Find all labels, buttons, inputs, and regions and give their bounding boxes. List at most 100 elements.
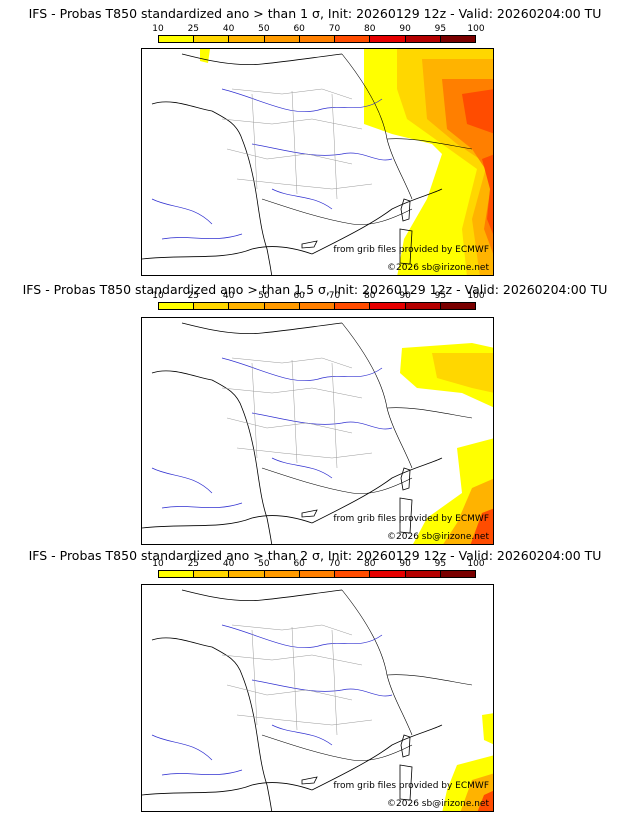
- legend-color-segment: [264, 303, 300, 309]
- legend-color-segment: [229, 36, 265, 42]
- legend-color-segment: [299, 571, 336, 577]
- legend-color-segment: [335, 36, 371, 42]
- legend-tick: 70: [328, 291, 341, 301]
- legend-color-segment: [159, 36, 195, 42]
- probability-area: [477, 790, 493, 811]
- legend-tick: 100: [467, 559, 485, 569]
- legend-tick: 100: [467, 291, 485, 301]
- legend-tick: 95: [434, 291, 447, 301]
- coastline: [181, 322, 343, 334]
- legend-tick: 80: [364, 291, 376, 301]
- country-border: [261, 322, 473, 494]
- coastline: [142, 246, 313, 260]
- legend-color-segment: [264, 36, 300, 42]
- legend-tick: 25: [187, 559, 200, 569]
- legend-tick: 50: [258, 24, 270, 34]
- legend-color-segment: [194, 36, 230, 42]
- legend-color-segment: [335, 571, 371, 577]
- coastline: [311, 188, 443, 255]
- river: [151, 88, 393, 240]
- legend-tick: 25: [187, 291, 200, 301]
- probability-map: from grib files provided by ECMWF ©2026 …: [141, 317, 494, 545]
- coastline: [181, 589, 343, 601]
- coastline: [311, 457, 443, 524]
- legend-tick: 50: [258, 291, 270, 301]
- legend-color-segment: [299, 36, 336, 42]
- probability-map: from grib files provided by ECMWF ©2026 …: [141, 48, 494, 276]
- admin-boundaries: [221, 624, 373, 736]
- legend-color-segment: [440, 36, 475, 42]
- legend-ticks: 10 25 40 50 60 70 80 90 95 100: [152, 291, 484, 301]
- island-balearic: [301, 509, 318, 518]
- legend-tick: 100: [467, 24, 485, 34]
- legend-color-segment: [194, 303, 230, 309]
- legend-tick: 40: [222, 24, 235, 34]
- data-credit: from grib files provided by ECMWF: [333, 514, 489, 524]
- copyright: ©2026 sb@irizone.net: [387, 799, 489, 809]
- legend-tick: 10: [152, 24, 164, 34]
- legend-color-segment: [229, 303, 265, 309]
- legend-color-segment: [264, 571, 300, 577]
- coastline: [311, 724, 443, 791]
- legend-tick: 70: [328, 24, 341, 34]
- island-balearic: [301, 776, 318, 785]
- legend-color-segment: [405, 303, 441, 309]
- legend-tick: 60: [293, 559, 305, 569]
- legend-color-segment: [370, 571, 406, 577]
- river: [151, 624, 393, 776]
- legend-tick: 80: [364, 24, 376, 34]
- legend-tick: 70: [328, 559, 341, 569]
- panel-title: IFS - Probas T850 standardized ano > tha…: [28, 6, 602, 21]
- legend-colorbar: [158, 302, 476, 310]
- probability-area: [200, 49, 210, 63]
- legend-tick: 90: [399, 24, 411, 34]
- panel-title: IFS - Probas T850 standardized ano > tha…: [28, 548, 602, 563]
- legend-color-segment: [159, 571, 195, 577]
- island-sardinia: [399, 497, 413, 534]
- legend-tick: 60: [293, 291, 305, 301]
- admin-boundaries: [221, 357, 373, 469]
- island-sardinia: [399, 764, 413, 801]
- legend-color-segment: [159, 303, 195, 309]
- probability-area: [432, 353, 493, 393]
- map-graphic: [142, 322, 493, 544]
- legend-color-segment: [299, 303, 336, 309]
- island-corsica: [400, 734, 411, 758]
- legend-color-segment: [405, 36, 441, 42]
- coastline: [142, 782, 313, 796]
- probability-area: [462, 89, 493, 134]
- island-sardinia: [399, 228, 413, 265]
- legend-tick: 90: [399, 559, 411, 569]
- coastline: [142, 515, 313, 529]
- probability-map: from grib files provided by ECMWF ©2026 …: [141, 584, 494, 812]
- island-balearic: [301, 240, 318, 249]
- probability-area: [482, 713, 493, 745]
- map-graphic: [142, 49, 493, 275]
- coastline: [181, 53, 343, 65]
- legend-colorbar: [158, 570, 476, 578]
- legend-color-segment: [440, 303, 475, 309]
- legend-tick: 80: [364, 559, 376, 569]
- copyright: ©2026 sb@irizone.net: [387, 263, 489, 273]
- legend-tick: 10: [152, 559, 164, 569]
- legend-colorbar: [158, 35, 476, 43]
- island-corsica: [400, 198, 411, 222]
- legend-color-segment: [335, 303, 371, 309]
- map-graphic: [142, 589, 493, 811]
- probability-area: [482, 154, 493, 234]
- legend-color-segment: [370, 303, 406, 309]
- legend-color-segment: [229, 571, 265, 577]
- data-credit: from grib files provided by ECMWF: [333, 781, 489, 791]
- panel-title: IFS - Probas T850 standardized ano > tha…: [22, 282, 608, 297]
- legend-color-segment: [370, 36, 406, 42]
- legend-tick: 25: [187, 24, 200, 34]
- copyright: ©2026 sb@irizone.net: [387, 532, 489, 542]
- legend-tick: 50: [258, 559, 270, 569]
- legend-tick: 10: [152, 291, 164, 301]
- coastline: [151, 370, 273, 544]
- coastline: [151, 637, 273, 811]
- legend-tick: 95: [434, 559, 447, 569]
- legend-color-segment: [440, 571, 475, 577]
- legend-tick: 95: [434, 24, 447, 34]
- legend-tick: 40: [222, 291, 235, 301]
